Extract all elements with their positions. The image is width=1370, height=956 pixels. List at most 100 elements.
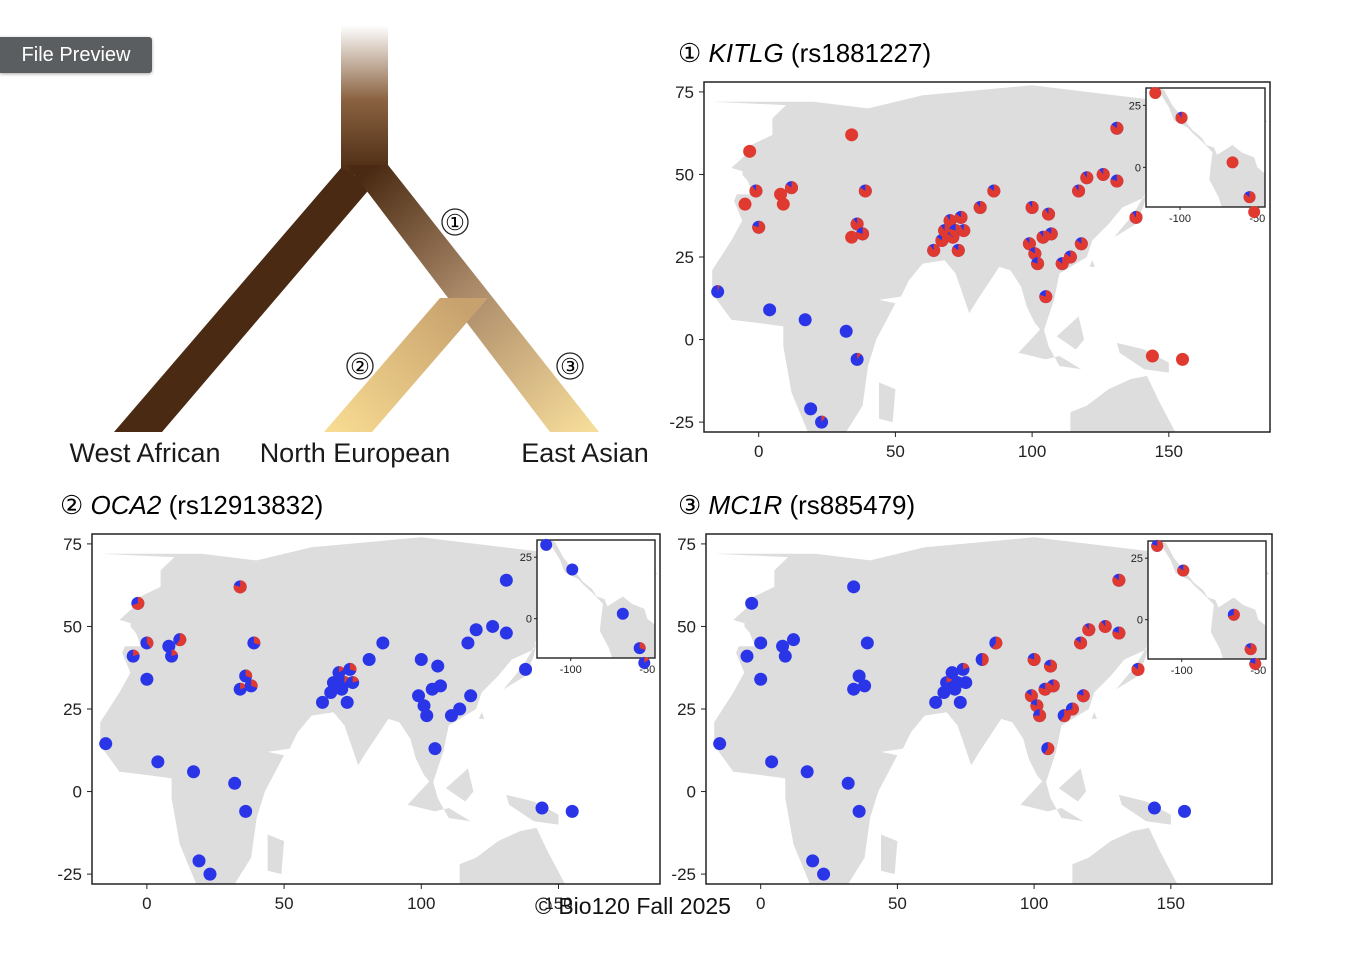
population-pie (464, 689, 478, 703)
population-pie (1041, 742, 1055, 756)
inset-x-tick-label: -100 (560, 664, 582, 676)
population-pie (957, 224, 971, 238)
population-pie (192, 854, 206, 868)
population-pie (151, 755, 165, 769)
population-points (99, 573, 579, 881)
population-pie (420, 709, 434, 723)
panel-marker: ② (60, 490, 91, 520)
population-pie (1063, 250, 1077, 264)
population-pie (239, 669, 253, 683)
population-pie (815, 415, 829, 429)
population-pie (233, 580, 247, 594)
tree-branch-west-african (114, 168, 373, 432)
population-pie (315, 695, 329, 709)
population-pie (346, 676, 360, 690)
panel-title: ① KITLG (rs1881227) (678, 38, 931, 68)
population-pie (1074, 237, 1088, 251)
x-tick-label: 0 (142, 894, 151, 913)
population-pie (954, 210, 968, 224)
y-tick-label: 50 (677, 617, 696, 636)
inset-population-pie (540, 538, 553, 551)
population-pie (860, 636, 874, 650)
tree-marker-1-ring (441, 208, 469, 236)
file-preview-badge[interactable]: File Preview (0, 37, 152, 73)
population-pie (1065, 702, 1079, 716)
population-pie (1030, 699, 1044, 713)
inset-y-tick-label: 25 (1129, 100, 1141, 112)
snp-id: (rs885479) (782, 490, 915, 520)
tree-marker-1: ① (445, 210, 465, 235)
population-pie (847, 580, 861, 594)
population-pie (165, 649, 179, 663)
panel-title: ② OCA2 (rs12913832) (60, 490, 323, 520)
population-pie (852, 669, 866, 683)
population-pie (461, 636, 475, 650)
inset-frame (1145, 87, 1266, 208)
map-panel-oca2: ② OCA2 (rs12913832) 0 50 100 150 75 50 25 0 -25 -1… (57, 490, 661, 913)
population-pie (1027, 652, 1041, 666)
population-pie (565, 804, 579, 818)
inset-population-pie (1226, 156, 1239, 169)
population-pie (519, 662, 533, 676)
population-pie (953, 695, 967, 709)
population-pie (937, 685, 951, 699)
y-tick-label: 25 (677, 700, 696, 719)
population-pie (499, 573, 513, 587)
population-pie (774, 187, 788, 201)
population-pie (845, 128, 859, 142)
population-pie (754, 636, 768, 650)
population-pie (162, 639, 176, 653)
population-points (713, 573, 1192, 881)
population-pie (239, 804, 253, 818)
tree-marker-3: ③ (560, 354, 580, 379)
population-pie (173, 633, 187, 647)
inset-population-pie (1149, 86, 1162, 99)
population-pie (817, 867, 831, 881)
population-pie (956, 662, 970, 676)
population-pie (1033, 709, 1047, 723)
population-pie (847, 682, 861, 696)
population-pie (499, 626, 513, 640)
population-pie (850, 217, 864, 231)
x-tick-label: 100 (1018, 442, 1046, 461)
inset-frame (536, 539, 656, 659)
population-pie (778, 649, 792, 663)
population-pie (1022, 237, 1036, 251)
population-pie (1031, 257, 1045, 271)
y-tick-label: 50 (63, 617, 82, 636)
population-pie (1072, 184, 1086, 198)
skin-color-tree: ① ② ③ West African North European East A… (69, 25, 649, 468)
population-pie (247, 636, 261, 650)
snp-id: (rs12913832) (161, 490, 323, 520)
y-tick-label: -25 (57, 865, 82, 884)
tree-marker-2-ring (346, 352, 374, 380)
population-pie (749, 184, 763, 198)
population-pie (343, 662, 357, 676)
population-pie (1098, 619, 1112, 633)
population-pie (804, 402, 818, 416)
population-points (711, 121, 1190, 429)
population-pie (1112, 573, 1126, 587)
inset-population-pie (1177, 564, 1190, 577)
population-pie (786, 633, 800, 647)
population-pie (428, 742, 442, 756)
population-pie (1024, 689, 1038, 703)
population-pie (852, 804, 866, 818)
gene-name: OCA2 (91, 490, 162, 520)
tree-stem (341, 25, 388, 175)
population-pie (1044, 227, 1058, 241)
population-pie (131, 596, 145, 610)
population-pie (1147, 801, 1161, 815)
x-tick-label: 50 (886, 442, 905, 461)
y-tick-label: 75 (677, 535, 696, 554)
inset-population-pie (1244, 643, 1257, 656)
inset-population-pie (616, 607, 629, 620)
population-pie (711, 285, 725, 299)
population-pie (765, 755, 779, 769)
x-tick-label: 100 (1020, 894, 1048, 913)
population-pie (1082, 623, 1096, 637)
population-pie (324, 685, 338, 699)
x-tick-label: 150 (1155, 442, 1183, 461)
gene-name: KITLG (709, 38, 784, 68)
population-pie (841, 776, 855, 790)
